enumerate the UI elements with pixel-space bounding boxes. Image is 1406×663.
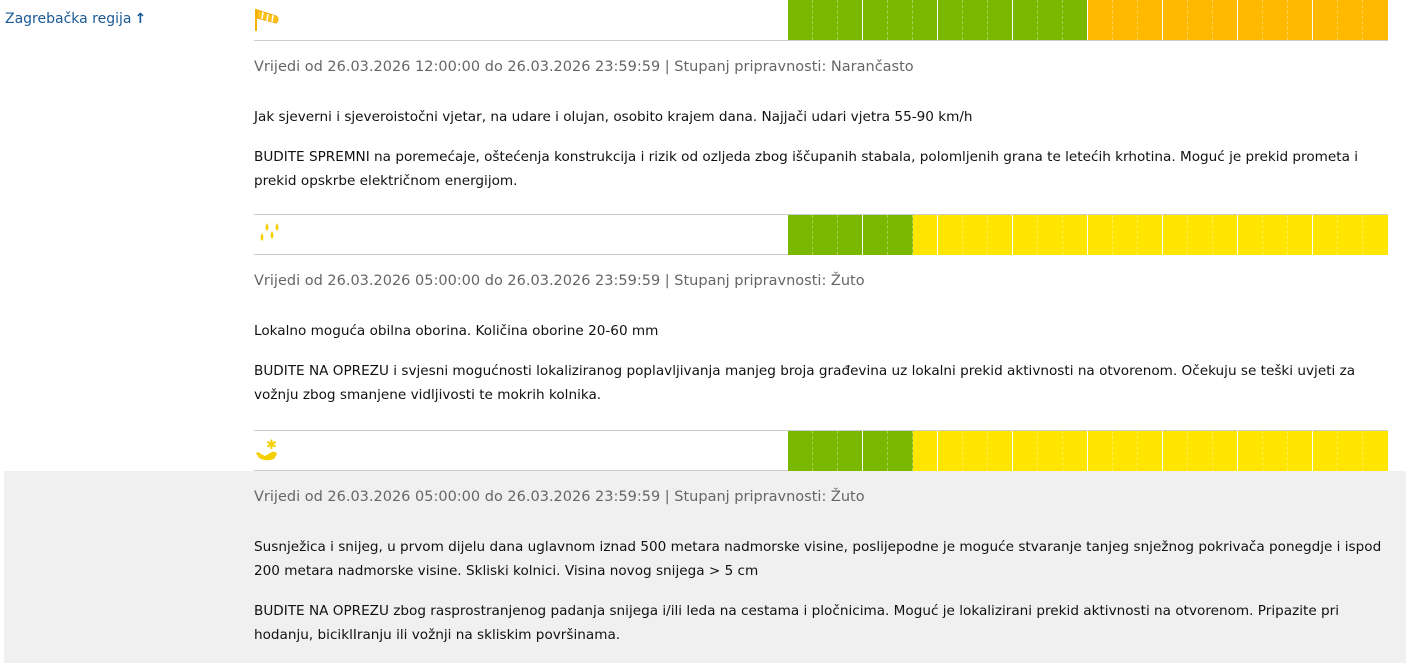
hour-cell-green <box>888 215 913 255</box>
hour-cell-yellow <box>963 431 988 471</box>
snow-ice-icon: ✱ <box>256 438 277 461</box>
warning-advice: BUDITE SPREMNI na poremećaje, oštećenja … <box>254 149 1359 189</box>
arrow-up-icon: ↑ <box>134 11 147 27</box>
hour-cell-orange <box>1163 0 1188 40</box>
hour-cell-yellow <box>1313 431 1338 471</box>
hour-cell-green <box>888 0 913 40</box>
region-name: Zagrebačka regija <box>5 11 132 27</box>
hour-cell-orange <box>1338 0 1363 40</box>
hour-cell-yellow <box>1288 215 1313 255</box>
hour-cell-yellow <box>1163 215 1188 255</box>
hour-cell-green <box>788 0 813 40</box>
hour-cell-green <box>813 0 838 40</box>
hourly-level-bar <box>788 0 1388 40</box>
hour-cell-yellow <box>1038 431 1063 471</box>
hour-cell-orange <box>1363 0 1388 40</box>
validity-text: Vrijedi od 26.03.2026 05:00:00 do 26.03.… <box>254 489 865 505</box>
hour-cell-green <box>863 431 888 471</box>
hourly-level-bar <box>788 431 1388 471</box>
hour-cell-yellow <box>1238 215 1263 255</box>
validity-text: Vrijedi od 26.03.2026 12:00:00 do 26.03.… <box>254 59 914 75</box>
hour-cell-yellow <box>1138 431 1163 471</box>
hour-cell-orange <box>1263 0 1288 40</box>
hour-cell-yellow <box>1088 215 1113 255</box>
hourly-level-bar <box>788 215 1388 255</box>
hour-cell-yellow <box>1013 215 1038 255</box>
hour-cell-yellow <box>988 431 1013 471</box>
hour-cell-yellow <box>1188 215 1213 255</box>
hour-cell-green <box>1013 0 1038 40</box>
hour-cell-yellow <box>1363 215 1388 255</box>
warning-advice: BUDITE NA OPREZU zbog rasprostranjenog p… <box>254 603 1340 643</box>
hour-cell-yellow <box>963 215 988 255</box>
hour-cell-orange <box>1213 0 1238 40</box>
warning-advice: BUDITE NA OPREZU i svjesni mogućnosti lo… <box>254 363 1356 403</box>
hour-cell-yellow <box>1013 431 1038 471</box>
hour-cell-yellow <box>988 215 1013 255</box>
hour-cell-green <box>813 431 838 471</box>
warning-timeline-row <box>254 0 1388 41</box>
hour-cell-yellow <box>1113 431 1138 471</box>
hour-cell-green <box>863 215 888 255</box>
warning-snow: ✱ Vrijedi od 26.03.2026 05:00:00 do 26.0… <box>254 430 1388 647</box>
warning-wind: Vrijedi od 26.03.2026 12:00:00 do 26.03.… <box>254 0 1388 193</box>
warning-description: Jak sjeverni i sjeveroistočni vjetar, na… <box>254 109 973 125</box>
hour-cell-orange <box>1238 0 1263 40</box>
hour-cell-yellow <box>938 431 963 471</box>
warning-timeline-row <box>254 214 1388 255</box>
hour-cell-green <box>788 431 813 471</box>
hour-cell-yellow <box>1263 215 1288 255</box>
hour-cell-green <box>863 0 888 40</box>
rain-icon <box>260 223 279 241</box>
warning-description: Lokalno moguća obilna oborina. Količina … <box>254 323 659 339</box>
hour-cell-green <box>838 215 863 255</box>
warning-timeline-row: ✱ <box>254 430 1388 471</box>
highlighted-row-background <box>4 471 1406 663</box>
hour-cell-yellow <box>1213 431 1238 471</box>
hour-cell-orange <box>1088 0 1113 40</box>
hour-cell-green <box>838 431 863 471</box>
wind-icon <box>255 9 279 31</box>
hour-cell-yellow <box>1313 215 1338 255</box>
hour-cell-yellow <box>1263 431 1288 471</box>
hour-cell-yellow <box>1063 215 1088 255</box>
hour-cell-yellow <box>1338 431 1363 471</box>
hour-cell-green <box>813 215 838 255</box>
warning-rain: Vrijedi od 26.03.2026 05:00:00 do 26.03.… <box>254 214 1388 407</box>
validity-text: Vrijedi od 26.03.2026 05:00:00 do 26.03.… <box>254 273 865 289</box>
hour-cell-green <box>1038 0 1063 40</box>
region-link[interactable]: Zagrebačka regija ↑ <box>5 11 146 27</box>
hour-cell-green <box>888 431 913 471</box>
hour-cell-green <box>963 0 988 40</box>
hour-cell-green <box>938 0 963 40</box>
hour-cell-orange <box>1313 0 1338 40</box>
hour-cell-yellow <box>1038 215 1063 255</box>
hour-cell-yellow <box>1163 431 1188 471</box>
hour-cell-green <box>1063 0 1088 40</box>
svg-text:✱: ✱ <box>266 438 277 453</box>
hour-cell-yellow <box>1113 215 1138 255</box>
hour-cell-yellow <box>1213 215 1238 255</box>
hour-cell-orange <box>1288 0 1313 40</box>
hour-cell-yellow <box>913 431 938 471</box>
hour-cell-yellow <box>1288 431 1313 471</box>
hour-cell-green <box>913 0 938 40</box>
hour-cell-yellow <box>1188 431 1213 471</box>
hour-cell-yellow <box>1063 431 1088 471</box>
hour-cell-yellow <box>1238 431 1263 471</box>
hour-cell-green <box>838 0 863 40</box>
hour-cell-yellow <box>938 215 963 255</box>
hour-cell-yellow <box>1363 431 1388 471</box>
hour-cell-yellow <box>1338 215 1363 255</box>
hour-cell-yellow <box>913 215 938 255</box>
hour-cell-orange <box>1188 0 1213 40</box>
hour-cell-orange <box>1138 0 1163 40</box>
hour-cell-yellow <box>1138 215 1163 255</box>
hour-cell-orange <box>1113 0 1138 40</box>
hour-cell-green <box>788 215 813 255</box>
warning-description: Susnježica i snijeg, u prvom dijelu dana… <box>254 539 1382 579</box>
hour-cell-yellow <box>1088 431 1113 471</box>
hour-cell-green <box>988 0 1013 40</box>
